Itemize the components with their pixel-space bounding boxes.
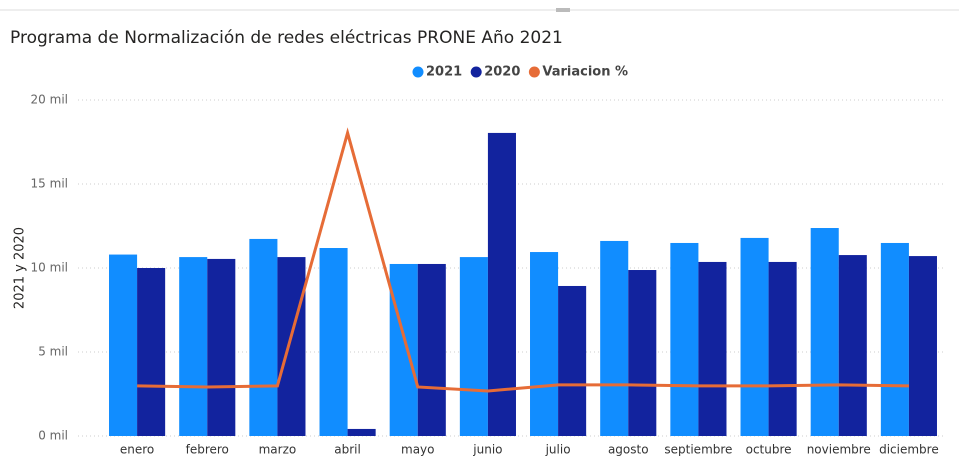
bar [347,428,376,436]
legend-label: Variacion % [542,65,628,80]
x-tick-label: enero [120,443,154,457]
x-tick-label: junio [472,443,502,457]
legend-label: 2021 [426,65,462,80]
x-tick-label: febrero [186,443,229,457]
y-axis-label: 2021 y 2020 [13,227,28,309]
bar [277,257,306,436]
bar [908,256,937,436]
bar [207,258,236,436]
bar [628,270,657,436]
legend: 2021 2020 Variacion % [412,65,628,80]
y-tick-label: 20 mil [31,93,68,107]
bar [740,237,769,436]
bar [459,257,488,436]
legend-label: 2020 [484,65,520,80]
bar [838,255,867,436]
bar [109,254,138,436]
bar [670,242,699,436]
x-tick-label: diciembre [879,443,939,457]
legend-marker [412,66,424,78]
y-tick-label: 0 mil [38,429,68,443]
bar [530,252,559,436]
bar [137,268,166,436]
x-tick-label: octubre [746,443,792,457]
x-tick-label: abril [334,443,361,457]
x-tick-label: agosto [608,443,649,457]
bar [880,242,909,436]
bar [319,248,348,436]
bar [810,228,839,436]
grip[interactable] [556,8,570,12]
x-tick-label: mayo [401,443,435,457]
x-tick-label: septiembre [664,443,732,457]
legend-marker [528,66,540,78]
x-tick-label: marzo [259,443,297,457]
bar [698,261,727,436]
y-tick-label: 10 mil [31,261,68,275]
bar [768,261,797,436]
y-tick-label: 5 mil [38,345,68,359]
bar [487,132,516,437]
bar [179,257,208,436]
bar [558,285,587,436]
bar [249,238,278,436]
bar [389,263,418,436]
line [137,127,909,393]
x-tick-label: noviembre [807,443,871,457]
bar [600,240,629,436]
bar [417,263,446,436]
x-tick-label: julio [545,443,571,457]
legend-marker [470,66,482,78]
chart-title: Programa de Normalización de redes eléct… [10,28,563,48]
y-tick-label: 15 mil [31,177,68,191]
